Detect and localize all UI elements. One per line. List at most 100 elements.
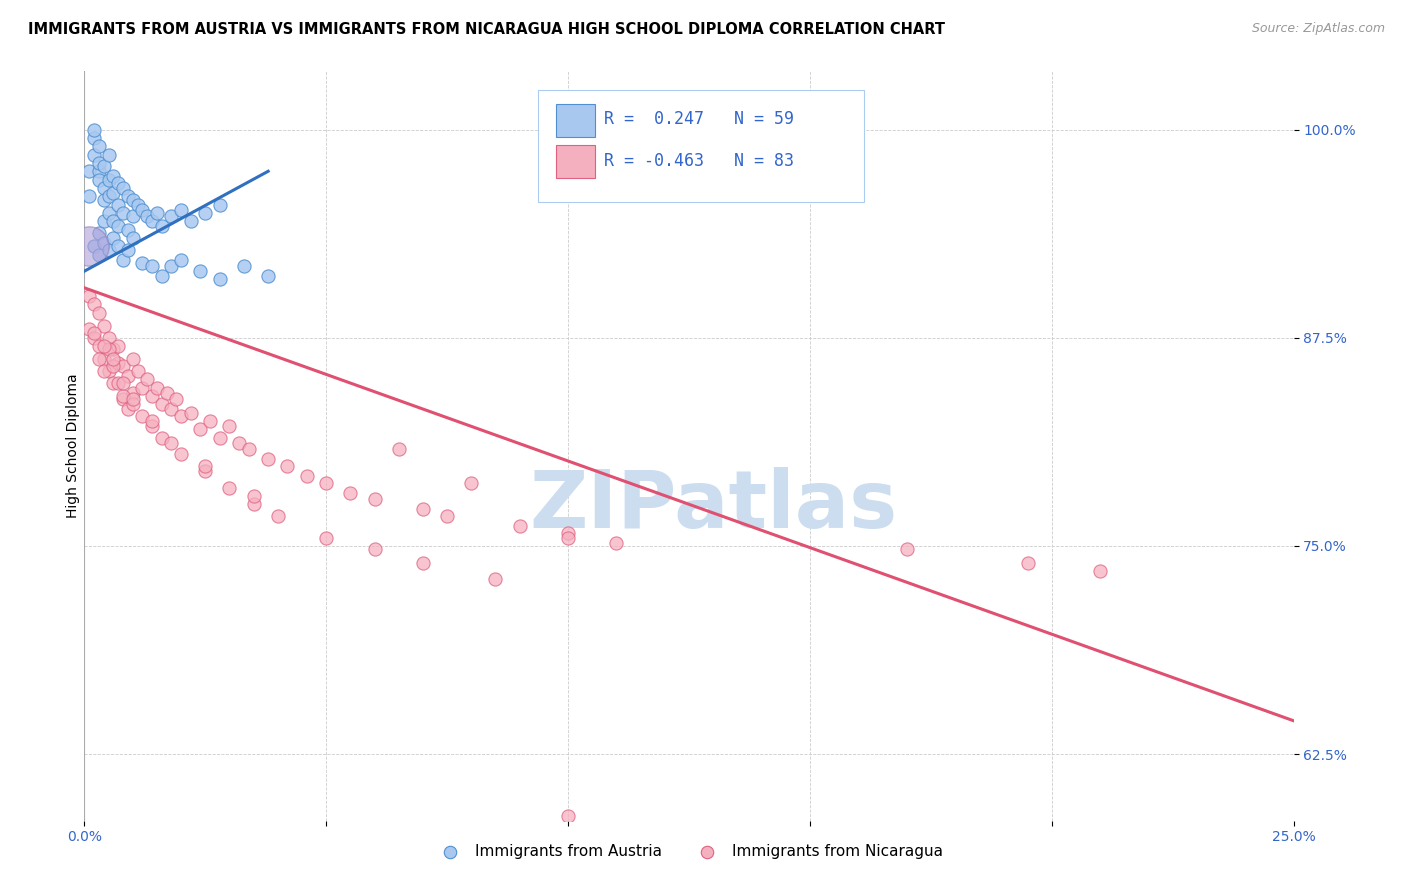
Point — [77, 239, 100, 253]
Point — [170, 252, 193, 267]
Point — [121, 352, 143, 367]
Point — [87, 247, 110, 261]
Point — [83, 147, 105, 161]
Point — [117, 402, 139, 417]
Point — [107, 376, 129, 390]
Point — [103, 231, 125, 245]
Point — [233, 259, 256, 273]
Point — [93, 193, 115, 207]
Point — [131, 409, 153, 423]
Point — [896, 542, 918, 557]
Point — [146, 381, 169, 395]
Point — [190, 422, 212, 436]
Point — [1017, 556, 1039, 570]
FancyBboxPatch shape — [555, 145, 595, 178]
Point — [170, 202, 193, 217]
Point — [117, 243, 139, 257]
Point — [218, 419, 240, 434]
Point — [150, 397, 173, 411]
Point — [160, 402, 183, 417]
Point — [484, 572, 506, 586]
Point — [194, 464, 217, 478]
Point — [103, 343, 125, 357]
Point — [121, 392, 143, 407]
Point — [150, 431, 173, 445]
Point — [141, 389, 163, 403]
Point — [87, 139, 110, 153]
Point — [228, 435, 250, 450]
Point — [363, 492, 385, 507]
Point — [97, 343, 120, 357]
Text: R =  0.247   N = 59: R = 0.247 N = 59 — [605, 111, 794, 128]
Point — [112, 181, 135, 195]
Point — [87, 156, 110, 170]
Point — [117, 222, 139, 236]
Point — [107, 197, 129, 211]
Point — [83, 326, 105, 340]
Point — [257, 452, 280, 467]
Point — [194, 458, 217, 473]
Y-axis label: High School Diploma: High School Diploma — [66, 374, 80, 518]
Point — [112, 252, 135, 267]
Point — [87, 226, 110, 240]
Point — [77, 289, 100, 303]
Point — [436, 508, 458, 523]
Point — [93, 319, 115, 334]
Point — [83, 239, 105, 253]
Point — [257, 269, 280, 284]
Point — [208, 431, 231, 445]
Point — [141, 214, 163, 228]
Point — [127, 197, 149, 211]
Point — [121, 385, 143, 400]
Point — [97, 189, 120, 203]
FancyBboxPatch shape — [538, 90, 865, 202]
Point — [315, 475, 337, 490]
Point — [170, 447, 193, 461]
Point — [83, 122, 105, 136]
Point — [112, 389, 135, 403]
Point — [131, 381, 153, 395]
Point — [93, 181, 115, 195]
Point — [363, 542, 385, 557]
Text: IMMIGRANTS FROM AUSTRIA VS IMMIGRANTS FROM NICARAGUA HIGH SCHOOL DIPLOMA CORRELA: IMMIGRANTS FROM AUSTRIA VS IMMIGRANTS FR… — [28, 22, 945, 37]
Point — [103, 169, 125, 184]
Point — [112, 359, 135, 373]
Point — [97, 206, 120, 220]
Point — [103, 359, 125, 373]
Point — [180, 214, 202, 228]
Point — [121, 397, 143, 411]
Point — [170, 409, 193, 423]
Point — [107, 356, 129, 370]
Point — [276, 458, 298, 473]
Point — [97, 364, 120, 378]
Point — [131, 256, 153, 270]
Point — [150, 269, 173, 284]
Point — [180, 406, 202, 420]
Point — [315, 531, 337, 545]
Point — [605, 535, 627, 549]
Point — [93, 352, 115, 367]
Point — [267, 508, 290, 523]
Point — [83, 297, 105, 311]
Point — [160, 435, 183, 450]
Point — [112, 206, 135, 220]
Point — [127, 364, 149, 378]
Point — [238, 442, 260, 457]
Point — [121, 231, 143, 245]
Point — [103, 186, 125, 200]
Point — [198, 414, 221, 428]
Point — [93, 235, 115, 250]
Text: ZIPatlas: ZIPatlas — [529, 467, 897, 545]
Point — [136, 372, 159, 386]
Point — [97, 243, 120, 257]
Point — [218, 481, 240, 495]
Legend: Immigrants from Austria, Immigrants from Nicaragua: Immigrants from Austria, Immigrants from… — [429, 838, 949, 865]
Point — [557, 808, 579, 822]
Point — [77, 322, 100, 336]
Point — [412, 556, 434, 570]
Point — [339, 485, 361, 500]
Point — [131, 202, 153, 217]
Point — [83, 131, 105, 145]
Point — [509, 519, 531, 533]
Point — [87, 164, 110, 178]
